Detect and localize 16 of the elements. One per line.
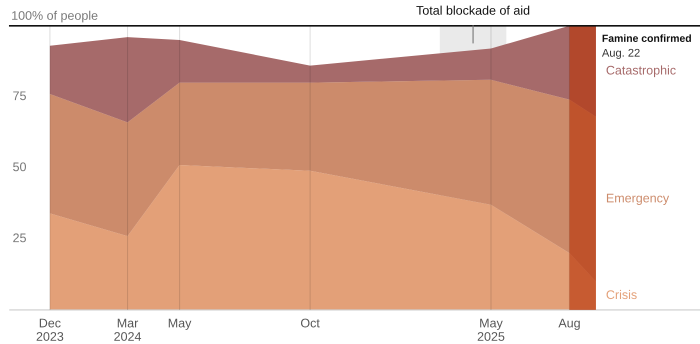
series-label: Emergency: [606, 194, 670, 205]
x-tick-label: Aug: [558, 318, 580, 330]
x-tick-label: May 2025: [478, 318, 504, 341]
x-tick-label: Dec 2023: [36, 318, 64, 341]
x-tick-label: Mar 2024: [114, 318, 142, 341]
band-label: Famine confirmed: [602, 34, 691, 42]
y-tick-label: 75: [13, 91, 26, 100]
y-axis-title: 100% of people: [12, 10, 98, 22]
y-tick-label: 50: [13, 162, 26, 172]
band-label: Total blockade of aid: [416, 6, 530, 15]
series-label: Crisis: [606, 290, 637, 300]
x-tick-label: May: [168, 318, 192, 330]
x-tick-label: Oct: [300, 318, 320, 328]
annotation: Aug. 22: [602, 48, 640, 59]
series-label: Catastrophic: [606, 65, 676, 78]
y-tick-label: 25: [13, 233, 26, 242]
